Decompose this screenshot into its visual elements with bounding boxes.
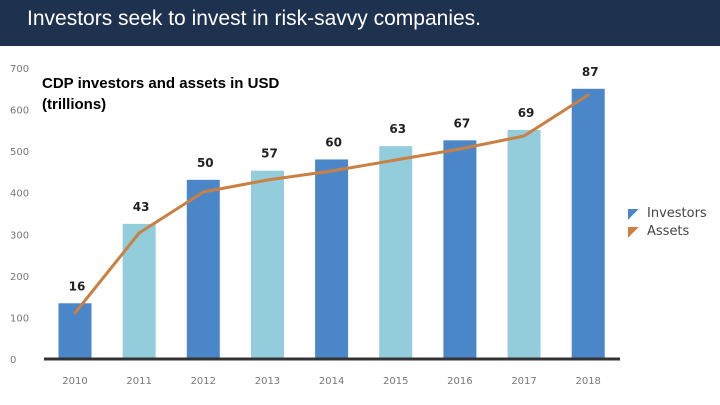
y-tick-label: 0 xyxy=(10,355,16,366)
assets-line xyxy=(73,93,590,315)
bar xyxy=(250,170,284,359)
bar xyxy=(122,223,156,359)
data-label: 87 xyxy=(582,65,599,79)
y-tick-label: 400 xyxy=(10,189,29,200)
bar xyxy=(571,88,605,360)
bar xyxy=(315,159,349,359)
legend-label-assets: Assets xyxy=(647,224,690,239)
bar xyxy=(186,179,220,359)
y-tick-label: 700 xyxy=(10,64,29,75)
slide-title: Investors seek to invest in risk-savvy c… xyxy=(27,7,482,30)
data-label: 50 xyxy=(197,156,214,170)
x-tick-label: 2013 xyxy=(255,376,280,387)
x-tick-label: 2018 xyxy=(575,376,600,387)
x-tick-label: 2011 xyxy=(126,376,151,387)
y-tick-label: 200 xyxy=(10,272,29,283)
chart-title: CDP investors and assets in USD (trillio… xyxy=(42,75,280,113)
data-label: 16 xyxy=(69,279,86,293)
bar xyxy=(443,140,477,359)
slide-title-bar: Investors seek to invest in risk-savvy c… xyxy=(0,0,720,46)
x-tick-label: 2017 xyxy=(511,376,536,387)
x-tick-label: 2014 xyxy=(319,376,344,387)
y-tick-label: 500 xyxy=(10,147,29,158)
bar xyxy=(379,146,413,359)
x-tick-label: 2016 xyxy=(447,376,472,387)
data-label: 67 xyxy=(454,116,471,130)
data-label: 43 xyxy=(133,200,150,214)
x-tick-label: 2015 xyxy=(383,376,408,387)
data-label: 60 xyxy=(325,135,342,149)
x-tick-label: 2012 xyxy=(191,376,216,387)
y-tick-label: 300 xyxy=(10,230,29,241)
data-label: 57 xyxy=(261,147,278,161)
data-label: 63 xyxy=(389,122,406,136)
y-tick-label: 100 xyxy=(10,313,29,324)
legend-label-investors: Investors xyxy=(647,206,707,221)
bar xyxy=(507,129,541,359)
x-tick-label: 2010 xyxy=(62,376,87,387)
data-label: 69 xyxy=(518,106,535,120)
legend-swatch-investors xyxy=(628,209,639,220)
legend-swatch-assets xyxy=(628,227,639,238)
y-tick-label: 600 xyxy=(10,106,29,117)
